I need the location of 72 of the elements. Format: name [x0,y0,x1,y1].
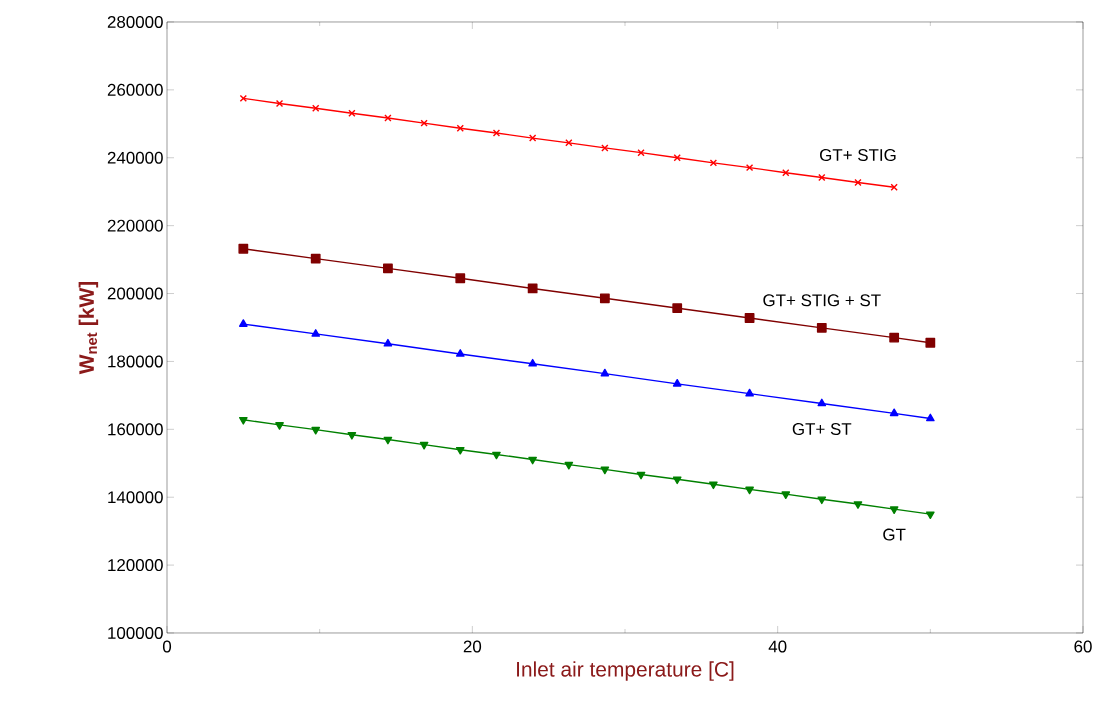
x-tick-label: 0 [162,640,172,653]
point [492,129,501,137]
point [455,446,465,455]
point [817,496,827,505]
point [239,417,248,425]
point [310,253,321,264]
point [889,506,899,514]
x-tick-label: 40 [768,640,787,653]
point [637,149,645,157]
point [818,173,826,182]
point [527,283,538,294]
point [311,329,321,337]
point [419,441,429,450]
point [672,378,682,387]
y-axis-title: W$_{net}$ [kW] [78,281,99,375]
y-tick-label: 220000 [107,219,163,232]
point [239,319,248,327]
point [238,243,249,254]
point [348,109,356,117]
point [672,303,683,314]
point [889,408,899,417]
point [817,398,827,407]
point [275,422,284,430]
series-label: GT+ STIG + ST [763,294,881,307]
point [383,263,393,274]
y-tick-label: 140000 [108,491,163,504]
point [744,313,755,323]
y-tick-label: 260000 [107,83,163,96]
point [781,491,791,500]
point [383,338,393,347]
x-axis-title: Inlet air temperature [C] [517,661,734,681]
point [455,349,465,357]
point [853,501,863,509]
series-label: GT [883,528,906,541]
x-tick-label: 20 [463,640,482,653]
point [782,169,790,177]
point [564,461,574,470]
point [528,134,537,142]
y-tick-label: 100000 [108,626,163,639]
point [311,426,321,435]
y-tick-label: 200000 [107,287,163,300]
point [600,466,610,475]
point [889,332,900,343]
point [709,159,718,167]
point [492,451,501,460]
point [528,456,537,465]
point [709,481,718,490]
point [745,486,754,495]
point [854,178,862,187]
point [926,511,935,520]
y-tick-label: 180000 [108,355,163,368]
point [347,431,357,440]
y-tick-label: 280000 [107,15,163,28]
point [745,388,754,397]
point [890,183,898,191]
y-tick-label: 120000 [108,559,163,572]
point [600,368,610,377]
point [672,476,682,485]
y-tick-label: 160000 [108,423,163,436]
point [383,436,393,445]
x-tick-label: 60 [1074,640,1092,653]
point [528,358,537,367]
series-label: GT+ STIG [820,149,896,162]
point [926,413,935,422]
point [599,293,610,304]
point [312,104,320,112]
y-tick-label: 240000 [107,151,163,164]
point [816,322,827,333]
series-label: GT+ ST [792,423,852,436]
point [925,337,936,348]
point [455,273,466,284]
point [636,471,646,480]
